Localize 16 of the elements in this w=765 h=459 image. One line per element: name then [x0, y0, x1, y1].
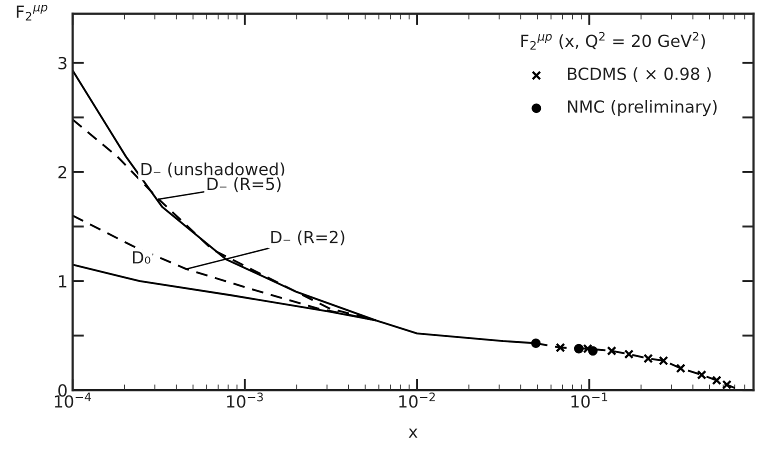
annotation: D₋ (R=2)	[271, 230, 344, 246]
legend-label: BCDMS ( × 0.98 )	[568, 67, 711, 82]
y-tick-label: 1	[59, 275, 66, 288]
x-tick-label: 10$^{−2}$	[399, 392, 435, 408]
y-tick-label: 0	[58, 384, 67, 397]
y-axis-title: F$_{2}$$^{μp}$	[16, 4, 48, 20]
annotation: D₋ (R=5)	[208, 177, 281, 192]
x-tick-label: 10$^{−1}$	[571, 392, 608, 408]
annotation: D₀	[132, 251, 150, 264]
y-tick-label: 3	[58, 56, 66, 70]
legend-label: NMC (preliminary)	[568, 100, 717, 116]
annotation: D₋ (unshadowed)	[142, 162, 284, 178]
x-axis-title: x	[408, 428, 418, 438]
x-tick-label: 10$^{−3}$	[227, 392, 263, 408]
legend-title: F$_{2}$$^{μp}$ (x, Q$^{2}$ = 20 GeV$^{2}$)	[521, 32, 705, 50]
y-tick-label: 2	[58, 166, 66, 178]
